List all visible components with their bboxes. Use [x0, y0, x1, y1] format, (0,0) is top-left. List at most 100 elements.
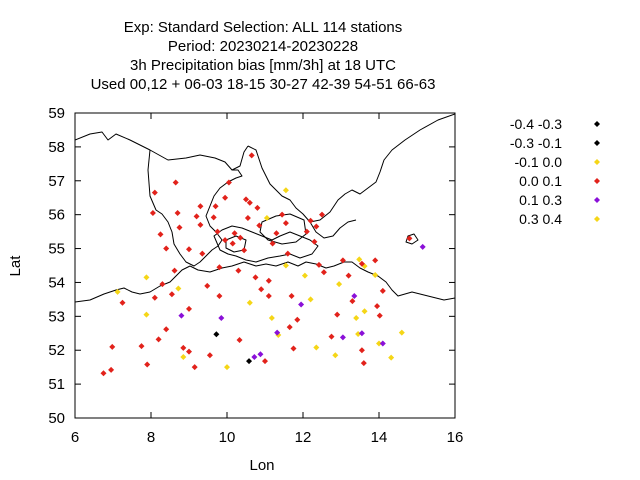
data-point	[307, 296, 314, 303]
coastline-islands	[213, 225, 319, 263]
legend-marker	[594, 121, 600, 127]
coastline-sweden-baltic	[309, 219, 357, 239]
data-point	[374, 303, 381, 310]
data-point	[157, 231, 164, 238]
legend-marker	[594, 216, 600, 222]
data-point	[225, 179, 232, 186]
data-point	[144, 361, 151, 368]
data-point	[213, 331, 220, 338]
coastline-north-sea	[75, 131, 249, 171]
data-point	[319, 211, 325, 218]
data-point	[313, 344, 320, 351]
data-point	[138, 343, 145, 350]
data-point	[178, 312, 185, 319]
data-point	[320, 269, 327, 276]
data-point	[168, 291, 175, 298]
legend: -0.4 -0.3 -0.3 -0.1 -0.1 0.0 0.0 0.1 0.1 0.3…	[510, 116, 600, 227]
y-axis-label: Lat	[7, 255, 24, 277]
data-point	[254, 204, 261, 211]
data-point	[231, 230, 238, 237]
data-point	[303, 228, 310, 235]
data-point	[229, 240, 236, 247]
data-point	[119, 299, 126, 306]
data-point	[372, 271, 379, 278]
data-point	[163, 245, 170, 252]
data-point	[288, 293, 295, 299]
legend-marker	[594, 140, 600, 146]
data-point	[356, 256, 363, 263]
data-point	[186, 348, 192, 355]
data-point	[265, 277, 272, 284]
legend-label: -0.1 0.0	[515, 154, 563, 170]
plot-area	[74, 112, 456, 419]
data-point	[100, 370, 107, 377]
data-point	[358, 330, 365, 337]
data-point	[248, 152, 255, 159]
data-point	[193, 213, 200, 220]
data-point	[406, 235, 413, 242]
data-point	[372, 257, 379, 264]
data-point	[376, 340, 382, 347]
title-line-1: Exp: Standard Selection: ALL 114 station…	[124, 19, 403, 36]
data-point	[349, 298, 356, 305]
data-point	[218, 315, 225, 322]
data-point	[307, 217, 314, 224]
data-point	[284, 250, 291, 257]
data-point	[109, 343, 116, 350]
data-point	[155, 336, 162, 343]
data-point	[151, 294, 158, 301]
coastline-sweden-west	[247, 145, 311, 223]
data-point	[256, 222, 263, 229]
y-tick-label: 57	[48, 173, 65, 190]
data-point	[286, 324, 293, 331]
legend-label: 0.1 0.3	[519, 192, 562, 208]
x-axis-label: Lon	[249, 457, 274, 474]
data-point	[251, 354, 258, 360]
data-point	[222, 237, 229, 244]
data-point	[180, 344, 187, 351]
data-point	[379, 340, 386, 347]
data-point	[353, 315, 360, 322]
data-point	[176, 224, 183, 231]
x-tick-label: 6	[71, 429, 79, 446]
data-point	[246, 199, 253, 206]
data-point	[345, 272, 352, 279]
data-point	[159, 281, 166, 288]
coastline-germany-north	[189, 261, 455, 301]
data-point	[222, 194, 229, 201]
data-point	[171, 267, 178, 274]
data-point	[290, 345, 297, 352]
data-point	[172, 179, 179, 186]
data-point	[236, 337, 243, 344]
data-point	[246, 358, 253, 365]
legend-marker	[594, 178, 600, 184]
data-point	[282, 262, 289, 269]
data-point	[199, 250, 206, 257]
data-point	[241, 247, 248, 254]
title-line-4: Used 00,12 + 06-03 18-15 30-27 42-39 54-…	[91, 76, 436, 93]
data-point	[212, 203, 219, 210]
data-point	[243, 196, 249, 203]
data-point	[163, 326, 170, 333]
data-point	[269, 240, 276, 247]
y-tick-label: 53	[48, 308, 65, 325]
coastline-denmark-jutland	[147, 149, 243, 267]
data-point	[351, 293, 358, 299]
y-tick-label: 58	[48, 139, 65, 156]
data-point	[216, 264, 223, 271]
coastline-sweden-south	[309, 113, 455, 223]
coastline-wadden	[75, 265, 191, 303]
legend-label: 0.0 0.1	[519, 173, 562, 189]
y-tick-label: 54	[48, 274, 65, 291]
data-point	[262, 358, 268, 365]
legend-label: -0.4 -0.3	[510, 116, 562, 132]
data-point	[186, 305, 192, 312]
coastline-map	[75, 113, 455, 303]
y-tick-label: 51	[48, 376, 65, 393]
data-point	[419, 243, 426, 250]
data-point	[244, 215, 251, 222]
data-point	[360, 360, 367, 367]
data-point	[108, 366, 115, 373]
data-point	[313, 223, 320, 230]
